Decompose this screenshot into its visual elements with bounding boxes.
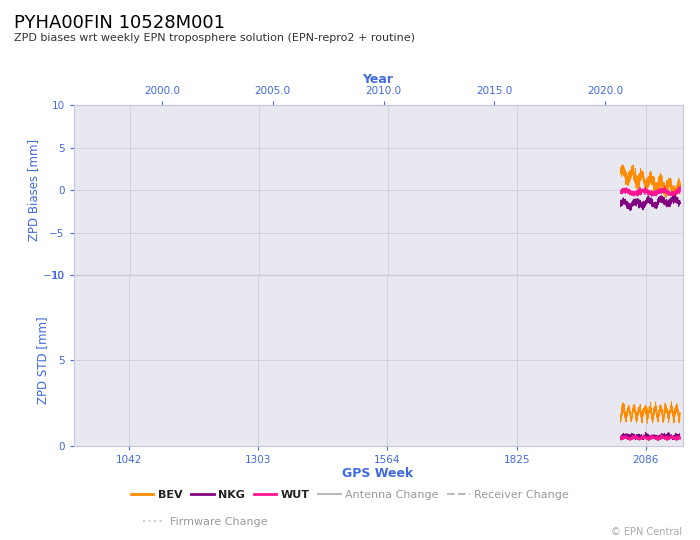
Text: PYHA00FIN 10528M001: PYHA00FIN 10528M001 — [14, 14, 225, 31]
Legend: BEV, NKG, WUT, Antenna Change, Receiver Change: BEV, NKG, WUT, Antenna Change, Receiver … — [127, 486, 573, 505]
X-axis label: GPS Week: GPS Week — [342, 467, 414, 480]
Text: © EPN Central: © EPN Central — [611, 527, 682, 537]
Y-axis label: ZPD Biases [mm]: ZPD Biases [mm] — [27, 139, 40, 241]
Legend: Firmware Change: Firmware Change — [139, 513, 272, 532]
Y-axis label: ZPD STD [mm]: ZPD STD [mm] — [36, 316, 48, 404]
Text: ZPD biases wrt weekly EPN troposphere solution (EPN-repro2 + routine): ZPD biases wrt weekly EPN troposphere so… — [14, 33, 415, 44]
X-axis label: Year: Year — [363, 73, 393, 86]
